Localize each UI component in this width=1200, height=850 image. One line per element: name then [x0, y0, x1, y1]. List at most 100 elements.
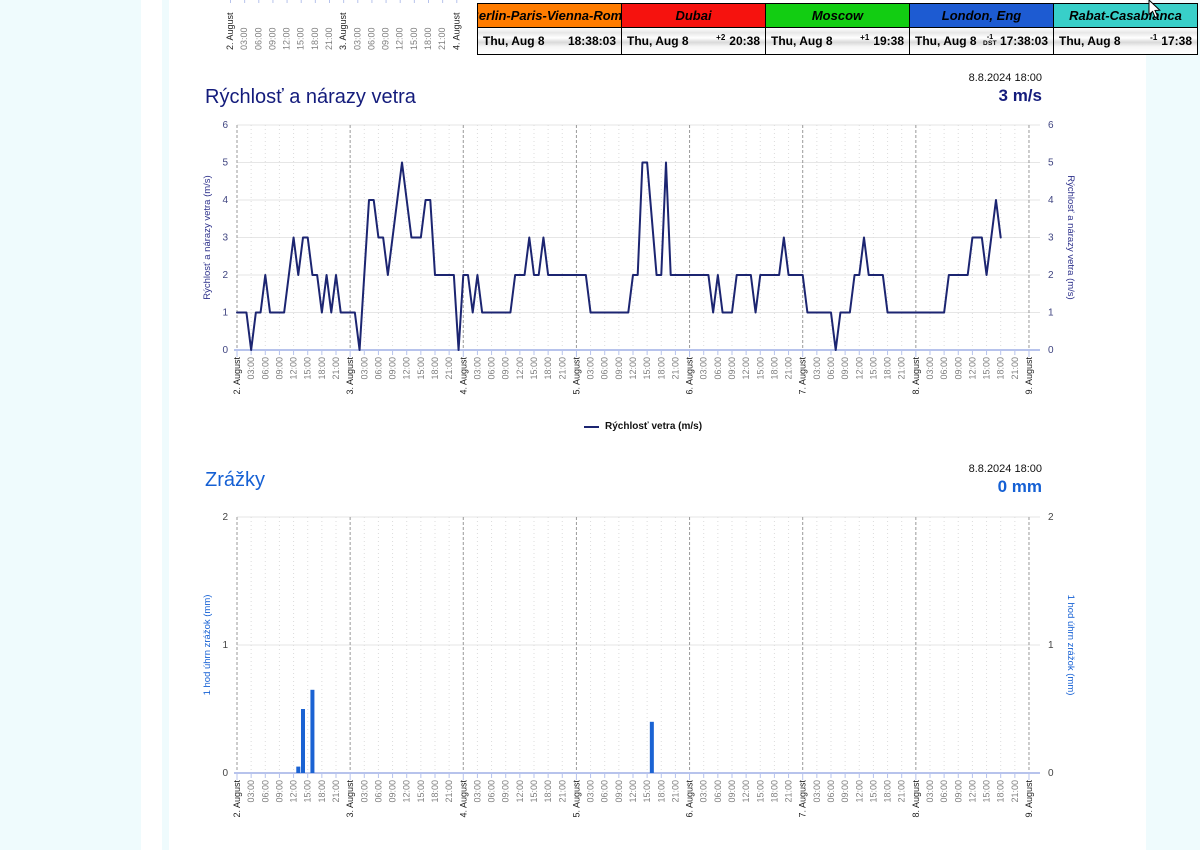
fragment-tick-label: 21:00	[324, 27, 334, 50]
clock-city-name: Berlin-Paris-Vienna-Roma	[478, 4, 621, 28]
x-tick-label: 21:00	[670, 357, 680, 380]
clock-cell-rabat-casablanca[interactable]: Rabat-Casablanca Thu, Aug 8 -1 17:38	[1053, 4, 1197, 54]
x-tick-label: 12:00	[402, 357, 412, 380]
x-tick-label: 12:00	[515, 780, 525, 803]
fragment-tick-label: 4. August	[451, 12, 461, 50]
x-tick-label: 3. August	[345, 357, 355, 395]
x-tick-label: 18:00	[430, 357, 440, 380]
fragment-tick-label: 09:00	[267, 27, 277, 50]
x-tick-label: 21:00	[444, 780, 454, 803]
clock-date: Thu, Aug 8	[483, 34, 545, 48]
clock-date: Thu, Aug 8	[1059, 34, 1121, 48]
x-tick-label: 03:00	[925, 357, 935, 380]
clock-cell-berlin-paris-vienna-roma[interactable]: Berlin-Paris-Vienna-Roma Thu, Aug 8 18:38:…	[478, 4, 621, 54]
x-tick-label: 09:00	[614, 780, 624, 803]
x-tick-label: 06:00	[487, 357, 497, 380]
x-tick-label: 03:00	[359, 780, 369, 803]
y-tick-label-right: 0	[1048, 768, 1054, 779]
y-tick-label-left: 2	[222, 270, 228, 281]
y-tick-label-left: 6	[222, 120, 228, 131]
wind-current-value: 3 m/s	[998, 86, 1042, 105]
x-tick-label: 09:00	[274, 780, 284, 803]
x-tick-label: 03:00	[472, 357, 482, 380]
x-tick-label: 03:00	[699, 780, 709, 803]
fragment-tick-label: 2. August	[225, 12, 235, 50]
y-axis-title-right: 1 hod úhrn zrážok (mm)	[1065, 595, 1076, 696]
mouse-cursor-icon	[1148, 0, 1161, 19]
wind-chart: 0 0 1 1 2 2 3 3 4 4 5 5 6 6 2. August 03:00 06:00 09:00 12…	[202, 120, 1076, 395]
x-tick-label: 03:00	[812, 357, 822, 380]
x-tick-label: 21:00	[784, 357, 794, 380]
clock-date: Thu, Aug 8	[915, 34, 977, 48]
x-tick-label: 15:00	[642, 780, 652, 803]
y-tick-label-right: 4	[1048, 195, 1054, 206]
fragment-tick-label: 06:00	[366, 27, 376, 50]
x-tick-label: 09:00	[614, 357, 624, 380]
clock-city-name: Moscow	[766, 4, 909, 28]
x-tick-label: 06:00	[939, 357, 949, 380]
x-tick-label: 21:00	[897, 357, 907, 380]
x-tick-label: 21:00	[557, 780, 567, 803]
y-tick-label-right: 6	[1048, 120, 1054, 131]
fragment-tick-label: 21:00	[437, 27, 447, 50]
x-tick-label: 18:00	[656, 357, 666, 380]
clock-tz-offset: +2	[716, 32, 726, 42]
fragment-tick-label: 18:00	[310, 27, 320, 50]
clock-tz-offset: -1 DST	[983, 34, 997, 48]
clock-time-row: Thu, Aug 8 +1 19:38	[766, 28, 909, 54]
y-tick-label-left: 3	[222, 233, 228, 244]
x-tick-label: 5. August	[571, 357, 581, 395]
x-tick-label: 12:00	[967, 780, 977, 803]
x-tick-label: 15:00	[416, 780, 426, 803]
cropped-chart-axis-fragment: 2. August 03:00 06:00 09:00 12:00 15:00 18:00 2…	[225, 0, 461, 50]
x-tick-label: 09:00	[953, 780, 963, 803]
x-tick-label: 06:00	[373, 780, 383, 803]
x-tick-label: 09:00	[840, 780, 850, 803]
x-tick-label: 21:00	[897, 780, 907, 803]
clock-cell-dubai[interactable]: Dubai Thu, Aug 8 +2 20:38	[621, 4, 765, 54]
precip-chart-title: Zrážky	[205, 469, 265, 491]
x-tick-label: 15:00	[303, 780, 313, 803]
wind-timestamp: 8.8.2024 18:00	[968, 72, 1042, 84]
x-tick-label: 18:00	[317, 780, 327, 803]
x-tick-label: 4. August	[458, 780, 468, 818]
clock-time-row: Thu, Aug 8 -1 17:38	[1054, 28, 1197, 54]
clock-time: 19:38	[873, 34, 904, 48]
x-tick-label: 5. August	[571, 780, 581, 818]
fragment-tick-label: 12:00	[282, 27, 292, 50]
x-tick-label: 09:00	[501, 357, 511, 380]
clock-time-row: Thu, Aug 8 18:38:03	[478, 28, 621, 54]
x-tick-label: 03:00	[246, 780, 256, 803]
clock-date: Thu, Aug 8	[627, 34, 689, 48]
wind-legend-line-swatch	[584, 425, 599, 428]
wind-legend: Rýchlosť vetra (m/s)	[584, 421, 702, 432]
x-tick-label: 06:00	[713, 780, 723, 803]
x-tick-label: 7. August	[798, 357, 808, 395]
y-tick-label-right: 5	[1048, 158, 1054, 169]
x-tick-label: 15:00	[755, 357, 765, 380]
clock-time: 18:38:03	[567, 34, 616, 48]
precip-bar	[649, 721, 654, 773]
x-tick-label: 15:00	[755, 780, 765, 803]
clock-time: 20:38	[729, 34, 760, 48]
clock-cell-london-eng[interactable]: London, Eng Thu, Aug 8 -1 DST 17:38:03	[909, 4, 1053, 54]
precip-chart: 0 0 1 1 2 2 2. August 03:00 06:00 09:00 12:00 15:00…	[202, 512, 1076, 818]
x-tick-label: 09:00	[274, 357, 284, 380]
x-tick-label: 06:00	[600, 357, 610, 380]
world-clock-bar: Berlin-Paris-Vienna-Roma Thu, Aug 8 18:38:…	[477, 3, 1198, 55]
x-tick-label: 03:00	[359, 357, 369, 380]
y-tick-label-right: 1	[1048, 308, 1054, 319]
precip-timestamp: 8.8.2024 18:00	[968, 463, 1042, 475]
x-tick-label: 06:00	[260, 780, 270, 803]
x-tick-label: 21:00	[444, 357, 454, 380]
x-tick-label: 6. August	[685, 780, 695, 818]
x-tick-label: 9. August	[1024, 357, 1034, 395]
y-tick-label-left: 0	[222, 345, 228, 356]
x-tick-label: 12:00	[402, 780, 412, 803]
clock-cell-moscow[interactable]: Moscow Thu, Aug 8 +1 19:38	[765, 4, 909, 54]
x-tick-label: 2. August	[232, 357, 242, 395]
x-tick-label: 09:00	[388, 780, 398, 803]
x-tick-label: 18:00	[543, 780, 553, 803]
x-tick-label: 15:00	[868, 357, 878, 380]
x-tick-label: 18:00	[769, 780, 779, 803]
